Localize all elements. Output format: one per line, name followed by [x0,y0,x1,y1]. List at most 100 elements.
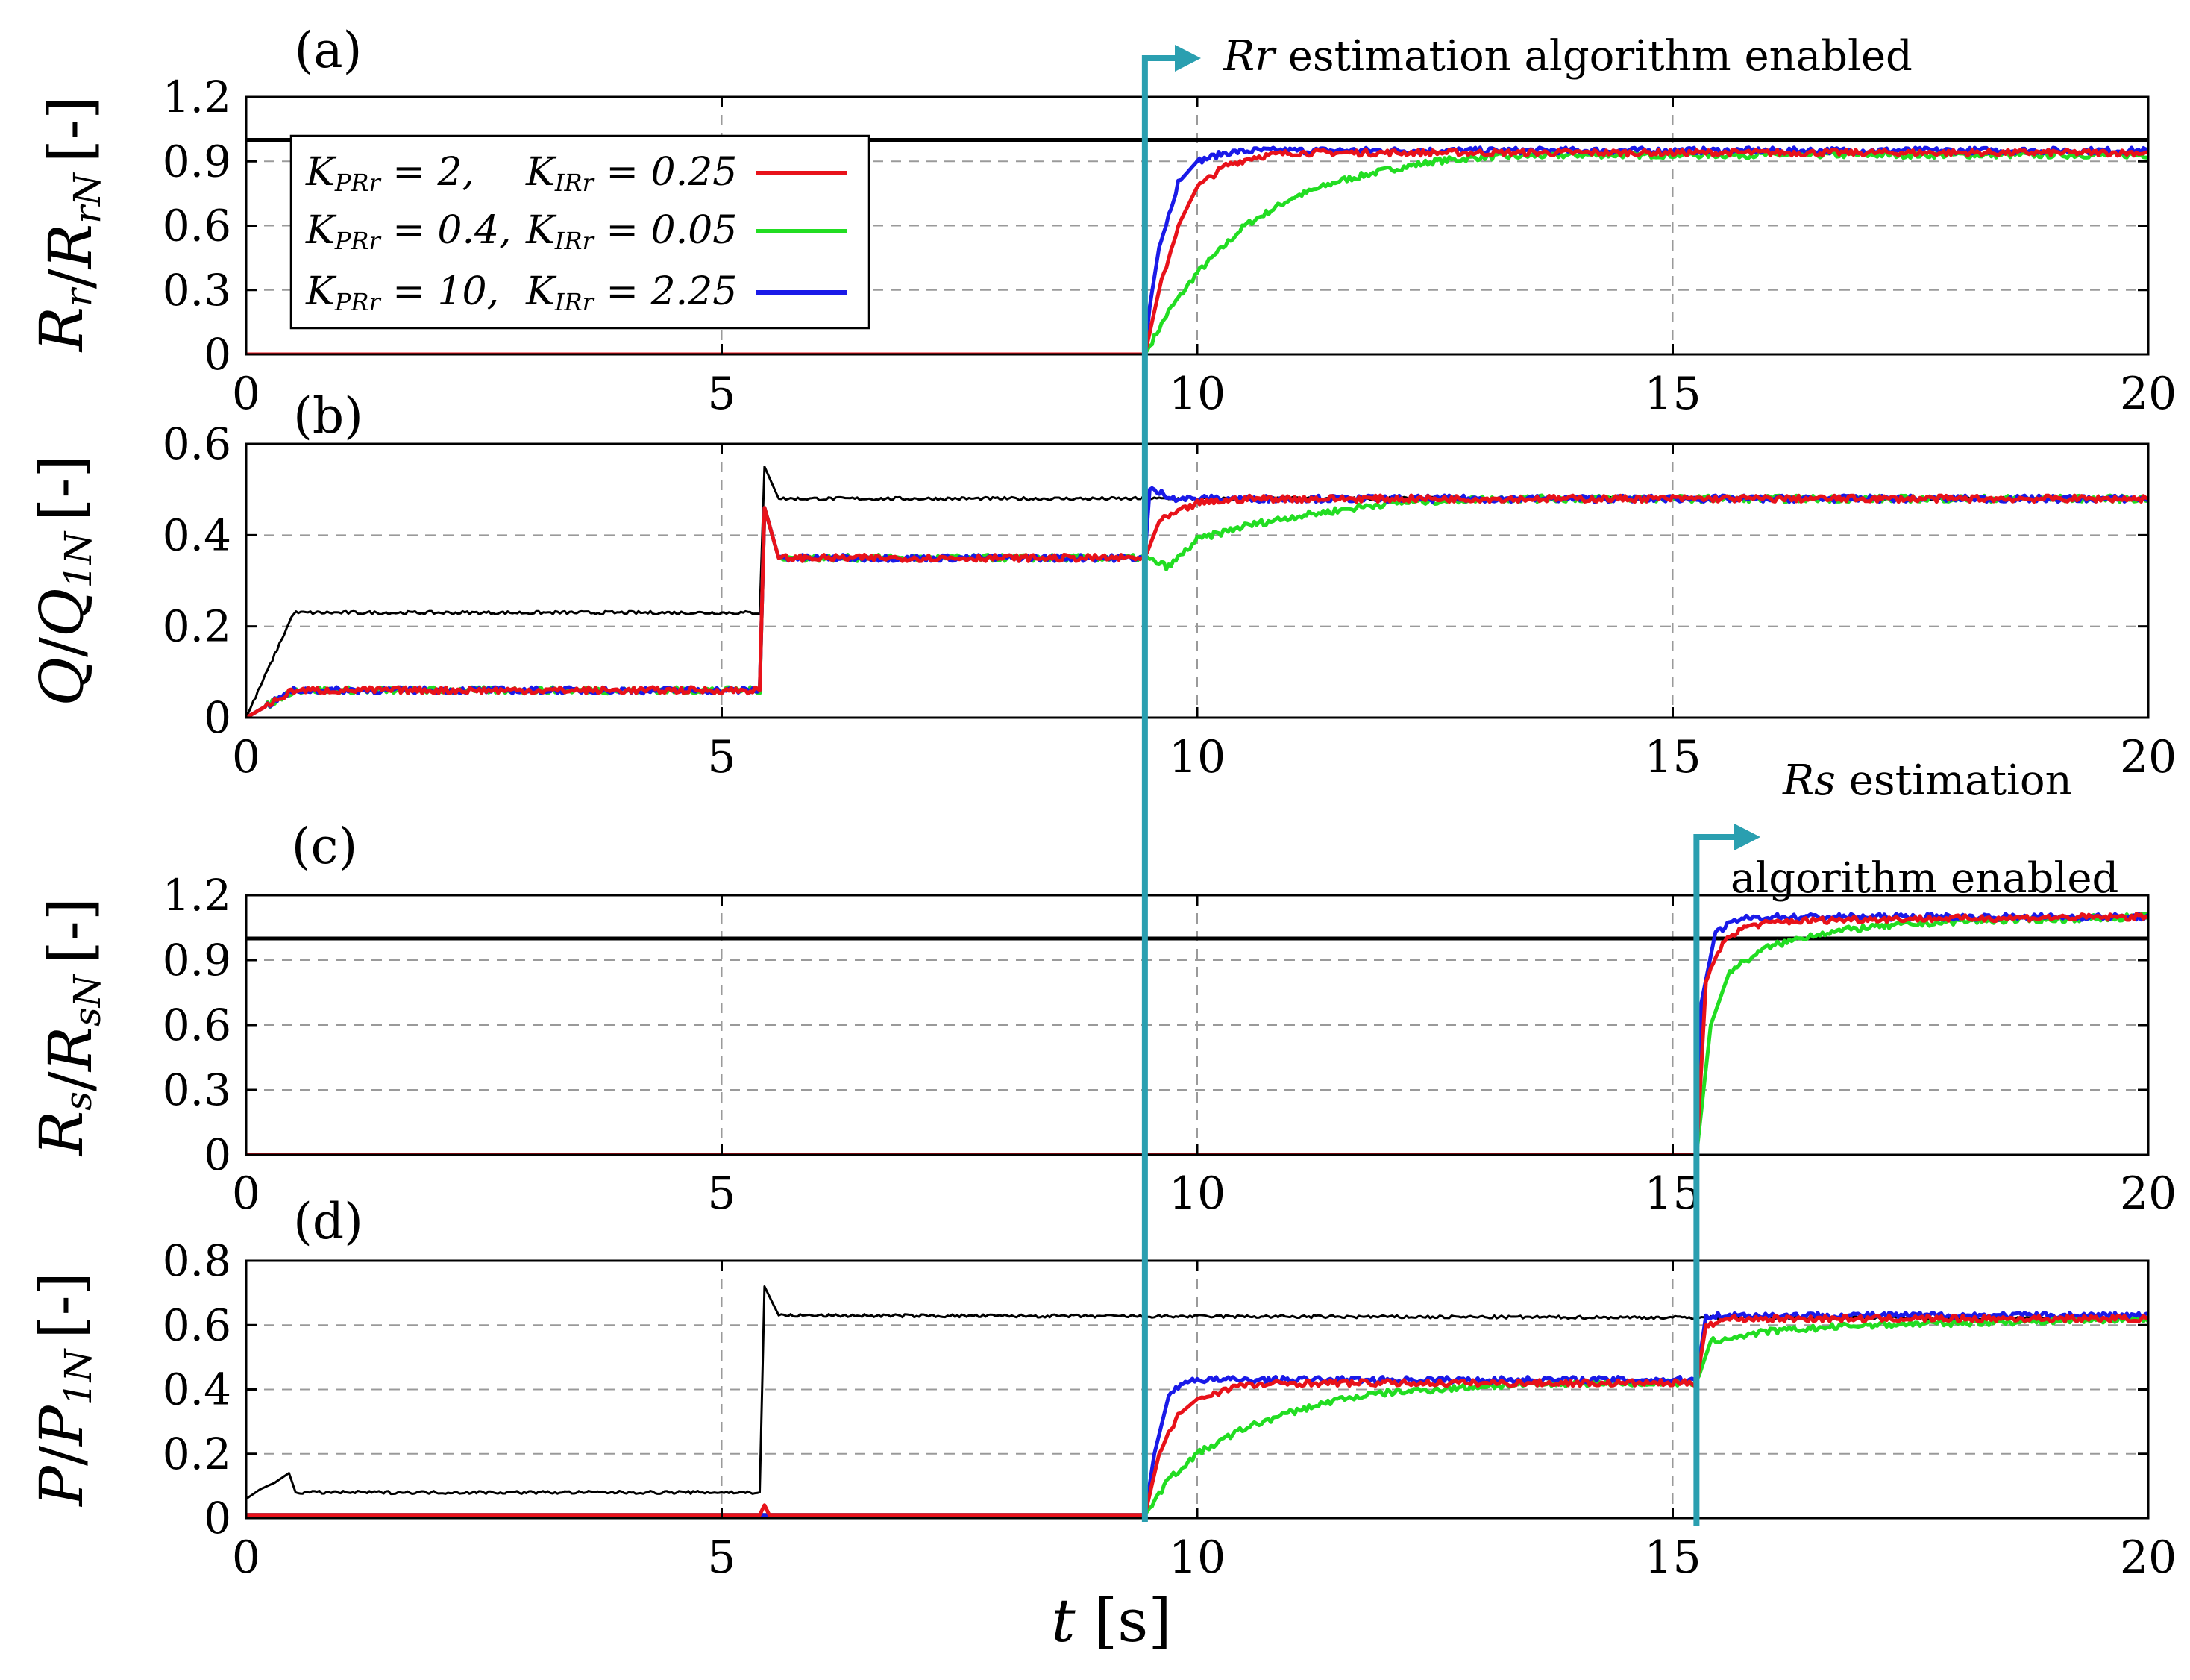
x-tick-label: 5 [707,368,735,420]
legend-0-kp: K [305,150,337,195]
y-tick-label: 1.2 [163,870,231,921]
y-axis-label-num: Q [27,657,96,706]
y-axis-label-num-sub: r [57,286,100,307]
svg-text:KPRr = 0.4,: KPRr = 0.4, [305,208,512,255]
legend-0-kp-sub: PRr [334,169,382,197]
rs-annotation-var: Rs [1782,756,1836,805]
legend: KPRr = 2, KIRr = 0.25 KPRr = 0.4, KIRr =… [289,134,870,330]
rs-annotation-text-1: estimation [1849,756,2072,805]
series-ce8121a [246,148,2148,354]
legend-1-kp-sub: PRr [334,227,382,255]
y-tick-label: 0 [204,1493,231,1543]
x-tick-label: 20 [2120,731,2177,783]
rs-enable-marker-line [1693,834,1734,1526]
rr-annotation-var: Rr [1223,32,1277,81]
svg-text:KIRr = 0.25: KIRr = 0.25 [525,150,737,197]
x-tick-label: 10 [1169,1532,1226,1584]
x-tick-label: 20 [2120,368,2177,420]
y-tick-label: 1.2 [163,72,231,122]
rs-estimation-annotation: Rs estimation algorithm enabled [1731,756,2118,903]
y-tick-label: 0.4 [163,510,231,560]
y-tick-label: 0.6 [163,1000,231,1050]
y-axis-label-slash: / [36,1071,105,1091]
legend-2-ki-val: = 2.25 [594,269,737,314]
legend-entry-red: KPRr = 2, KIRr = 0.25 [305,150,847,197]
svg-text:KIRr = 2.25: KIRr = 2.25 [525,269,737,316]
y-axis-label-den-sub: rN [66,172,109,224]
x-tick-label: 10 [1169,731,1226,783]
legend-entry-blue: KPRr = 10, KIRr = 2.25 [305,269,847,316]
y-axis-label-slash: / [27,637,96,657]
x-tick-label: 10 [1169,368,1226,420]
y-axis-label-unit: [-] [27,1272,96,1338]
svg-text:Rr estimation algorithm: Rr estimation algorithm enabled [1223,32,1913,81]
legend-2-ki-sub: IRr [554,288,595,316]
y-axis-label-den: P [27,1405,96,1447]
series-ce8121a [246,912,2148,1155]
y-axis-label: Rs/RsN[-] [27,897,109,1157]
x-tick-label: 15 [1644,1167,1701,1220]
y-tick-label: 0.3 [163,1065,231,1115]
panel-label-c: (c) [292,818,357,875]
series-group [246,466,2148,718]
y-tick-label: 0.2 [163,1429,231,1479]
tick-labels: 0 5 10 15 20 0 0.2 0.4 0.6 [163,419,2177,783]
legend-1-ki-sub: IRr [554,227,595,255]
legend-1-ki-val: = 0.05 [594,208,737,253]
x-tick-label: 15 [1644,731,1701,783]
y-tick-label: 0.6 [163,419,231,469]
legend-0-ki: K [525,150,557,195]
y-tick-label: 0.3 [163,265,231,316]
series-ce8121a [246,1314,2148,1517]
gridlines [246,444,2148,718]
legend-1-ki: K [525,208,557,253]
y-axis-label-slash: / [27,1446,96,1466]
panel-label-a: (a) [295,22,363,79]
legend-2-kp-sub: PRr [334,288,382,316]
tick-labels: 0 5 10 15 20 0 0.3 0.6 0.9 1.2 [163,72,2177,420]
x-tick-label: 0 [232,1167,260,1220]
legend-0-ki-val: = 0.25 [594,150,737,195]
tick-labels: 0 5 10 15 20 0 0.3 0.6 0.9 1.2 [163,870,2177,1220]
y-axis-label-slash: / [36,269,105,289]
rs-enable-arrow-icon [1734,824,1760,850]
legend-1-kp: K [305,208,337,253]
gridlines [246,1261,2148,1518]
y-axis-label-num: R [27,1111,96,1157]
y-axis-label: P/P1N[-] [27,1272,100,1508]
y-axis-label-unit: [-] [27,454,96,521]
rr-annotation-text: estimation algorithm enabled [1288,32,1913,81]
legend-2-kp: K [305,269,337,314]
legend-1-kp-val: = 0.4, [380,208,512,253]
y-tick-label: 0.9 [163,136,231,187]
y-axis-label-den: R [36,1027,105,1073]
svg-text:KPRr = 10,: KPRr = 10, [305,269,499,316]
y-axis-label-num: R [27,307,96,353]
y-axis-label-unit: [-] [36,897,105,964]
x-tick-label: 5 [707,731,735,783]
y-axis-label-den-sub: 1N [57,530,100,589]
legend-0-ki-sub: IRr [554,169,595,197]
y-axis-label-den-sub: 1N [57,1347,100,1405]
y-axis-label: Rr/RrN[-] [27,96,109,353]
legend-2-ki: K [525,269,557,314]
y-tick-label: 0.6 [163,1300,231,1350]
panel-label-d: (d) [293,1193,363,1250]
rs-annotation-text-2: algorithm enabled [1731,854,2118,903]
legend-2-kp-val: = 10, [380,269,499,314]
series-group [246,912,2148,1155]
x-tick-label: 15 [1644,368,1701,420]
rr-enable-arrow-icon [1175,45,1201,72]
x-tick-label: 0 [232,1532,260,1584]
y-axis-label-unit: [-] [36,96,105,163]
x-tick-label: 10 [1169,1167,1226,1220]
y-tick-label: 0 [204,1129,231,1180]
legend-0-kp-val: = 2, [380,150,474,195]
y-axis-label-num: P [27,1465,96,1508]
